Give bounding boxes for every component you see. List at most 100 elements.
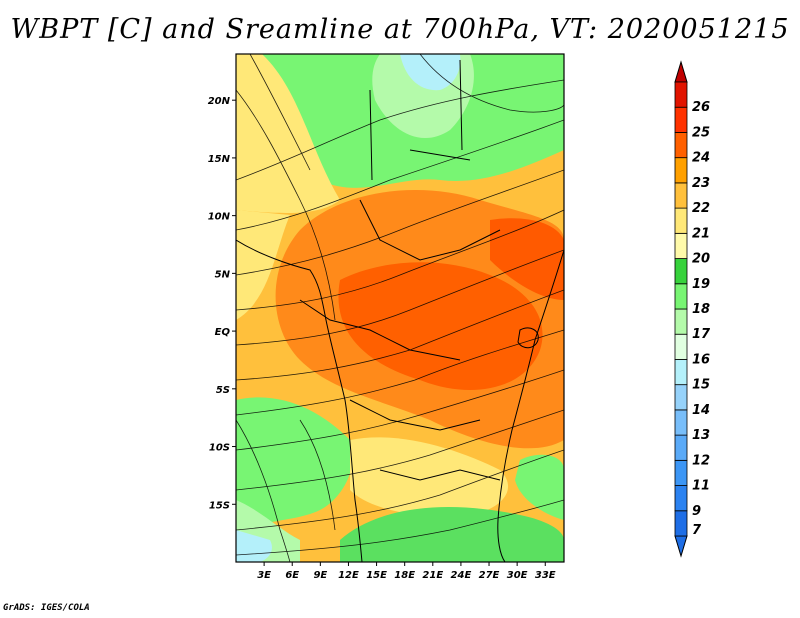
lat-tick-label: 20N <box>208 96 231 107</box>
streamline <box>236 499 564 556</box>
lat-tick-label: 10N <box>208 212 231 223</box>
streamline <box>236 329 564 416</box>
colorbar-swatch <box>674 359 688 386</box>
lon-tick-label: 9E <box>313 570 327 581</box>
colorbar-label: 18 <box>692 302 710 317</box>
field-northern-pale <box>400 54 461 91</box>
colorbar-swatch <box>674 308 688 335</box>
field-southern-green <box>236 397 353 530</box>
colorbar-label: 15 <box>692 378 710 393</box>
lon-tick-label: 30E <box>507 570 528 581</box>
field-south-green <box>340 507 564 562</box>
lat-tick-label: 15S <box>209 500 230 511</box>
streamline <box>249 54 311 171</box>
colorbar-label: 17 <box>692 327 711 342</box>
colorbar-label: 19 <box>692 277 710 292</box>
field-hot-east <box>490 218 564 300</box>
streamline <box>236 369 564 451</box>
colorbar-label: 16 <box>692 352 710 367</box>
field-northwest-yellow <box>236 54 340 213</box>
colorbar-top-arrow <box>674 60 688 83</box>
streamline <box>236 119 564 231</box>
colorbar-label: 20 <box>692 252 710 267</box>
border-line-4 <box>379 469 501 481</box>
lon-tick-label: 3E <box>257 570 271 581</box>
coastline-east-africa <box>497 249 564 562</box>
latitude-axis: 20N 15N 10N 5N EQ 5S 10S 15S <box>208 96 236 511</box>
lon-tick-label: 6E <box>285 570 299 581</box>
colorbar-bottom-arrow <box>674 535 688 558</box>
colorbar-swatch <box>674 232 688 259</box>
streamline <box>236 409 564 491</box>
colorbar-swatch <box>674 485 688 512</box>
lat-tick-label: 5S <box>216 385 230 396</box>
border-line-2 <box>299 299 461 361</box>
field-south-yellow <box>350 437 509 517</box>
coastlines <box>236 59 564 562</box>
lon-tick-label: 27E <box>479 570 500 581</box>
coastline-west-africa <box>236 239 363 562</box>
streamline <box>236 289 564 381</box>
streamline <box>236 449 564 531</box>
colorbar-swatch <box>674 157 688 184</box>
streamline <box>236 249 564 346</box>
lat-tick-label: 5N <box>215 269 231 280</box>
field-southwest-pale <box>236 530 272 562</box>
colorbar-label: 26 <box>692 100 710 115</box>
lon-tick-label: 18E <box>394 570 415 581</box>
lat-tick-label: EQ <box>215 327 231 338</box>
lon-tick-label: 33E <box>535 570 556 581</box>
streamline <box>299 419 336 531</box>
border-line-1 <box>359 199 501 261</box>
streamline <box>236 169 564 276</box>
colorbar-swatch <box>674 283 688 310</box>
colorbar-swatch <box>674 459 688 486</box>
field-west-coast <box>236 210 290 320</box>
lat-tick-label: 15N <box>208 154 231 165</box>
colorbar-label: 14 <box>692 403 710 418</box>
colorbar-label: 11 <box>692 479 710 494</box>
colorbar-swatch <box>674 434 688 461</box>
colorbar-swatch <box>674 409 688 436</box>
colorbar-swatch <box>674 132 688 159</box>
colorbar-swatch <box>674 81 688 108</box>
colorbar-label: 21 <box>692 226 710 241</box>
colorbar-label: 24 <box>692 151 710 166</box>
colorbar-swatch <box>674 258 688 285</box>
colorbar-swatch <box>674 182 688 209</box>
colorbar-swatch <box>674 384 688 411</box>
lon-tick-label: 15E <box>366 570 387 581</box>
streamline <box>419 54 564 113</box>
map-frame <box>235 53 565 563</box>
map-area <box>236 54 564 562</box>
lon-tick-label: 12E <box>338 570 359 581</box>
streamline <box>236 79 564 181</box>
lake-victoria <box>517 327 539 349</box>
longitude-axis: 3E 6E 9E 12E 15E 18E 21E 24E 27E 30E 33E <box>257 562 556 581</box>
colorbar-label: 25 <box>692 125 710 140</box>
colorbar-label: 13 <box>692 428 710 443</box>
chart-title: WBPT [C] and Sreamline at 700hPa, VT: 20… <box>10 14 790 45</box>
streamline <box>236 419 291 562</box>
lon-tick-label: 21E <box>422 570 443 581</box>
lat-tick-label: 10S <box>209 443 230 454</box>
colorbar-label: 12 <box>692 453 710 468</box>
colorbar: 7 9 11 12 13 14 15 16 17 18 19 20 21 22 23 24 25 26 <box>674 60 711 558</box>
colorbar-swatch <box>674 333 688 360</box>
streamline <box>236 89 336 321</box>
grads-credit: GrADS: IGES/COLA <box>3 603 90 613</box>
colorbar-swatch <box>674 106 688 133</box>
streamline <box>236 209 564 311</box>
colorbar-label: 22 <box>692 201 710 216</box>
border-line-3 <box>349 399 481 431</box>
field-hot-core <box>338 262 543 390</box>
colorbar-swatch <box>674 207 688 234</box>
colorbar-label: 9 <box>692 504 701 519</box>
colorbar-swatch <box>674 510 688 537</box>
colorbar-label: 23 <box>692 176 710 191</box>
lon-tick-label: 24E <box>451 570 472 581</box>
colorbar-label: 7 <box>692 523 702 538</box>
border-line-5 <box>369 59 471 181</box>
streamlines <box>236 54 564 562</box>
